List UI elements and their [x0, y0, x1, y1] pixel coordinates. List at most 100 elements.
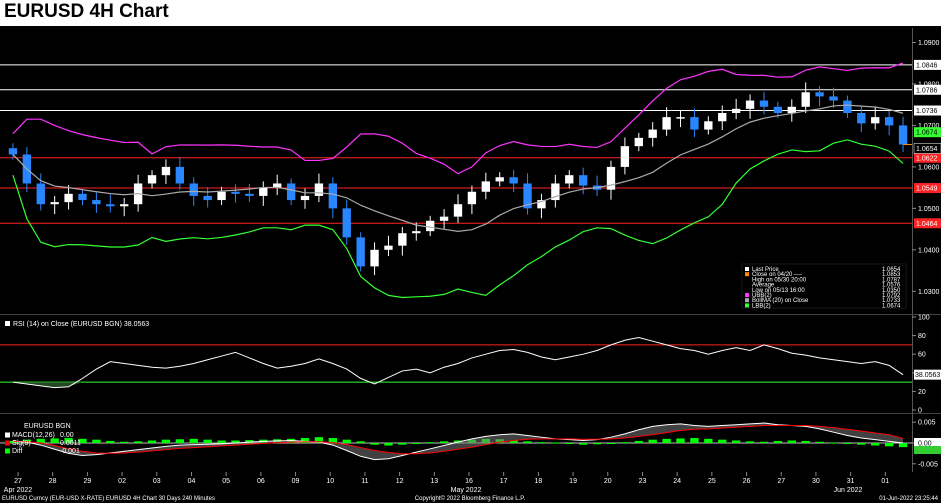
macd-diff-bar: [398, 443, 407, 445]
level-label-bg: [914, 84, 941, 95]
x-tick-label: 04: [188, 478, 196, 485]
candle-body: [773, 106, 783, 113]
macd-diff-bar: [787, 440, 796, 443]
x-tick-label: 01: [881, 478, 889, 485]
rsi-tick-label: 60: [918, 352, 926, 359]
candle-body: [189, 183, 198, 196]
candle-body: [384, 245, 393, 250]
candle-body: [78, 193, 87, 201]
candle-body: [718, 112, 727, 122]
candle-body: [356, 237, 365, 267]
candle-body: [300, 195, 310, 201]
x-tick-label: 17: [500, 478, 508, 485]
macd-diff-bar: [36, 438, 45, 443]
x-tick-label: 02: [118, 478, 126, 485]
legend-swatch: [745, 293, 749, 297]
macd-diff-bar: [189, 438, 198, 443]
candle-body: [231, 191, 240, 194]
level-label-bg: [914, 59, 941, 70]
macd-diff-tag: [914, 446, 941, 454]
macd-diff-bar: [745, 441, 755, 443]
candle-body: [286, 183, 296, 201]
x-tick-label: 06: [257, 478, 265, 485]
price-legend-box: [741, 263, 907, 309]
macd-diff-bar: [815, 441, 824, 443]
macd-diff-bar: [565, 443, 574, 444]
candle-body: [412, 231, 421, 234]
candle-body: [273, 183, 282, 188]
level-label: 1.0846: [916, 62, 938, 69]
legend-value: 1.0350: [882, 288, 901, 294]
x-tick-label: 27: [777, 478, 785, 485]
macd-diff-bar: [342, 439, 351, 443]
candle-body: [161, 166, 171, 176]
signal-line: [12, 425, 904, 455]
candle-body: [857, 112, 866, 124]
macd-diff-bar: [120, 441, 129, 443]
price-tag-bg: [914, 127, 941, 138]
rsi-line: [12, 336, 904, 389]
rsi-tick-label: 0: [918, 408, 922, 415]
price-tag-bg: [913, 143, 941, 154]
legend-label: Last Price: [752, 267, 779, 273]
x-tick-label: 16: [465, 478, 473, 485]
candle-body: [537, 200, 546, 209]
candle-body: [801, 92, 810, 107]
candle-body: [578, 175, 588, 186]
candle-body: [92, 200, 101, 205]
candle-body: [704, 121, 713, 130]
macd-diff-bar: [426, 442, 435, 444]
macd-diff-bar: [245, 440, 254, 443]
x-tick-label: 28: [49, 478, 57, 485]
candle-body: [787, 106, 796, 113]
macd-legend-value: 0.00: [60, 432, 74, 439]
macd-diff-bar: [523, 441, 532, 443]
macd-legend-value: 0.0011: [60, 440, 81, 447]
candle-body: [871, 117, 880, 124]
macd-diff-bar: [537, 442, 546, 444]
macd-zero-tag-bg: [914, 438, 941, 448]
x-tick-label: 29: [83, 478, 91, 485]
rsi-legend-swatch: [5, 321, 10, 326]
macd-diff-bar: [8, 440, 18, 443]
candle-body: [551, 183, 560, 201]
candle-body: [314, 183, 324, 196]
candle-body: [565, 175, 574, 184]
candle-body: [8, 148, 18, 155]
candle-body: [245, 193, 254, 196]
macd-diff-bar: [704, 438, 713, 443]
rsi-tick-label: 20: [918, 389, 926, 396]
x-tick-label: 30: [812, 478, 820, 485]
macd-diff-bar: [133, 441, 143, 443]
candle-body: [731, 108, 741, 113]
macd-diff-bar: [759, 441, 769, 443]
macd-diff-bar: [328, 438, 338, 443]
macd-line: [12, 422, 904, 461]
candle-body: [467, 191, 477, 205]
candle-body: [690, 117, 699, 130]
candle-body: [439, 216, 449, 221]
rsi-tick-label: 80: [918, 333, 926, 340]
price-tick-label: 1.0900: [918, 40, 940, 47]
level-label: 1.0464: [916, 221, 938, 228]
candle-body: [648, 129, 657, 138]
macd-diff-bar: [731, 440, 741, 443]
x-tick-label: 24: [673, 478, 681, 485]
macd-diff-bar: [871, 443, 880, 446]
macd-diff-bar: [217, 440, 226, 443]
legend-label: Close on 04/20 ----: [752, 272, 802, 278]
legend-value: 1.0674: [882, 303, 901, 309]
macd-diff-bar: [773, 440, 783, 443]
candle-body: [745, 100, 755, 109]
macd-diff-bar: [314, 437, 324, 443]
x-tick-label: 05: [222, 478, 230, 485]
footer-center: Copyright© 2022 Bloomberg Finance L.P.: [415, 495, 526, 502]
candle-body: [495, 177, 504, 182]
candle-body: [843, 100, 852, 113]
macd-diff-bar: [64, 438, 73, 443]
legend-label: BollMA (20) on Close: [752, 298, 809, 304]
macd-diff-bar: [898, 443, 908, 448]
price-tick-label: 1.0300: [918, 289, 940, 296]
macd-diff-bar: [676, 438, 685, 443]
macd-diff-bar: [412, 443, 421, 444]
